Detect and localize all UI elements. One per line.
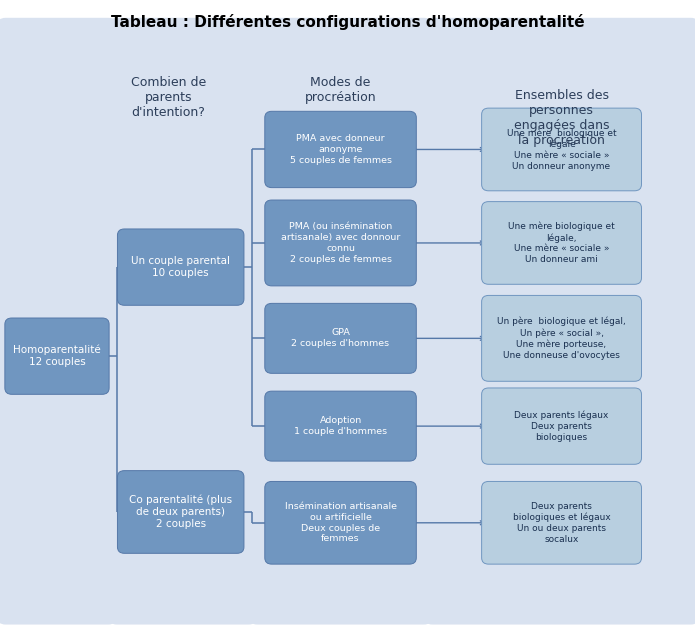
FancyBboxPatch shape	[117, 229, 244, 305]
Text: Une mère  biologique et
légale
Une mère « sociale »
Un donneur anonyme: Une mère biologique et légale Une mère «…	[507, 128, 616, 170]
Text: Adoption
1 couple d'hommes: Adoption 1 couple d'hommes	[294, 416, 387, 436]
FancyBboxPatch shape	[265, 391, 416, 461]
FancyBboxPatch shape	[482, 295, 641, 381]
Text: GPA
2 couples d'hommes: GPA 2 couples d'hommes	[291, 328, 390, 349]
FancyBboxPatch shape	[265, 303, 416, 373]
FancyBboxPatch shape	[482, 388, 641, 464]
Text: Ensembles des
personnes
engagées dans
la procréation: Ensembles des personnes engagées dans la…	[514, 89, 610, 147]
FancyBboxPatch shape	[482, 108, 641, 191]
Text: Insémination artisanale
ou artificielle
Deux couples de
femmes: Insémination artisanale ou artificielle …	[284, 502, 397, 543]
FancyBboxPatch shape	[482, 481, 641, 564]
Text: Un père  biologique et légal,
Un père « social »,
Une mère porteuse,
Une donneus: Un père biologique et légal, Un père « s…	[497, 317, 626, 360]
Text: Homoparentalité
12 couples: Homoparentalité 12 couples	[13, 345, 101, 368]
Text: Un couple parental
10 couples: Un couple parental 10 couples	[131, 256, 230, 278]
FancyBboxPatch shape	[5, 318, 109, 394]
Text: PMA avec donneur
anonyme
5 couples de femmes: PMA avec donneur anonyme 5 couples de fe…	[290, 134, 391, 165]
FancyBboxPatch shape	[117, 471, 244, 553]
FancyBboxPatch shape	[0, 18, 117, 625]
Text: Tableau : Différentes configurations d'homoparentalité: Tableau : Différentes configurations d'h…	[111, 14, 584, 30]
FancyBboxPatch shape	[265, 200, 416, 286]
Text: Co parentalité (plus
de deux parents)
2 couples: Co parentalité (plus de deux parents) 2 …	[129, 495, 232, 529]
Text: Combien de
parents
d'intention?: Combien de parents d'intention?	[131, 76, 206, 120]
FancyBboxPatch shape	[108, 18, 257, 625]
Text: Deux parents légaux
Deux parents
biologiques: Deux parents légaux Deux parents biologi…	[514, 411, 609, 441]
Text: Une mère biologique et
légale,
Une mère « sociale »
Un donneur ami: Une mère biologique et légale, Une mère …	[508, 222, 615, 264]
FancyBboxPatch shape	[249, 18, 432, 625]
FancyBboxPatch shape	[265, 481, 416, 564]
Text: Modes de
procréation: Modes de procréation	[304, 76, 377, 104]
FancyBboxPatch shape	[424, 18, 695, 625]
Text: PMA (ou insémination
artisanale) avec donnour
connu
2 couples de femmes: PMA (ou insémination artisanale) avec do…	[281, 223, 400, 263]
Text: Deux parents
biologiques et légaux
Un ou deux parents
socalux: Deux parents biologiques et légaux Un ou…	[513, 502, 610, 544]
FancyBboxPatch shape	[482, 202, 641, 284]
FancyBboxPatch shape	[265, 111, 416, 188]
